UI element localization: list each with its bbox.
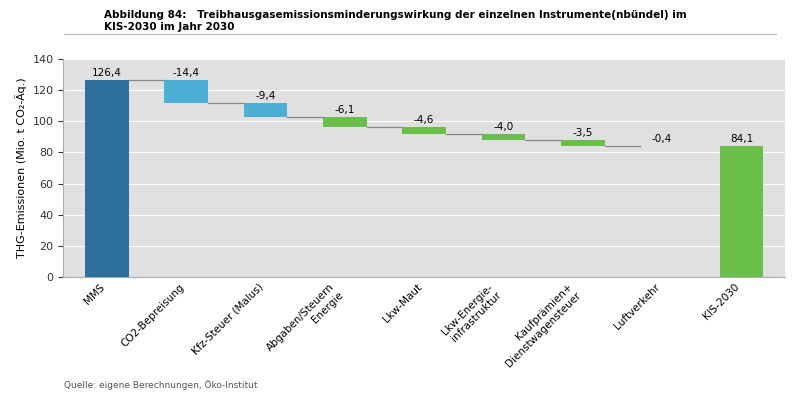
Text: -6,1: -6,1	[334, 105, 355, 115]
Text: Abbildung 84:   Treibhausgasemissionsminderungswirkung der einzelnen Instrumente: Abbildung 84: Treibhausgasemissionsminde…	[104, 10, 686, 20]
Text: -4,0: -4,0	[494, 122, 514, 132]
Text: -3,5: -3,5	[573, 128, 593, 138]
Bar	[402, 127, 446, 134]
Text: 126,4: 126,4	[92, 68, 122, 78]
Text: Quelle: eigene Berechnungen, Öko-Institut: Quelle: eigene Berechnungen, Öko-Institu…	[64, 380, 258, 390]
Bar	[482, 134, 526, 140]
Text: -9,4: -9,4	[255, 91, 276, 101]
Bar	[165, 80, 208, 103]
Bar	[719, 146, 763, 277]
Text: -14,4: -14,4	[173, 68, 200, 78]
Y-axis label: THG-Emissionen (Mio. t CO₂-Äq.): THG-Emissionen (Mio. t CO₂-Äq.)	[15, 78, 27, 258]
Bar	[244, 103, 287, 117]
Text: -4,6: -4,6	[414, 115, 434, 125]
Bar	[85, 80, 129, 277]
Text: -0,4: -0,4	[652, 134, 672, 144]
Text: KIS-2030 im Jahr 2030: KIS-2030 im Jahr 2030	[104, 22, 234, 32]
Bar	[561, 140, 605, 146]
Bar	[323, 117, 366, 127]
Text: 84,1: 84,1	[730, 134, 753, 144]
